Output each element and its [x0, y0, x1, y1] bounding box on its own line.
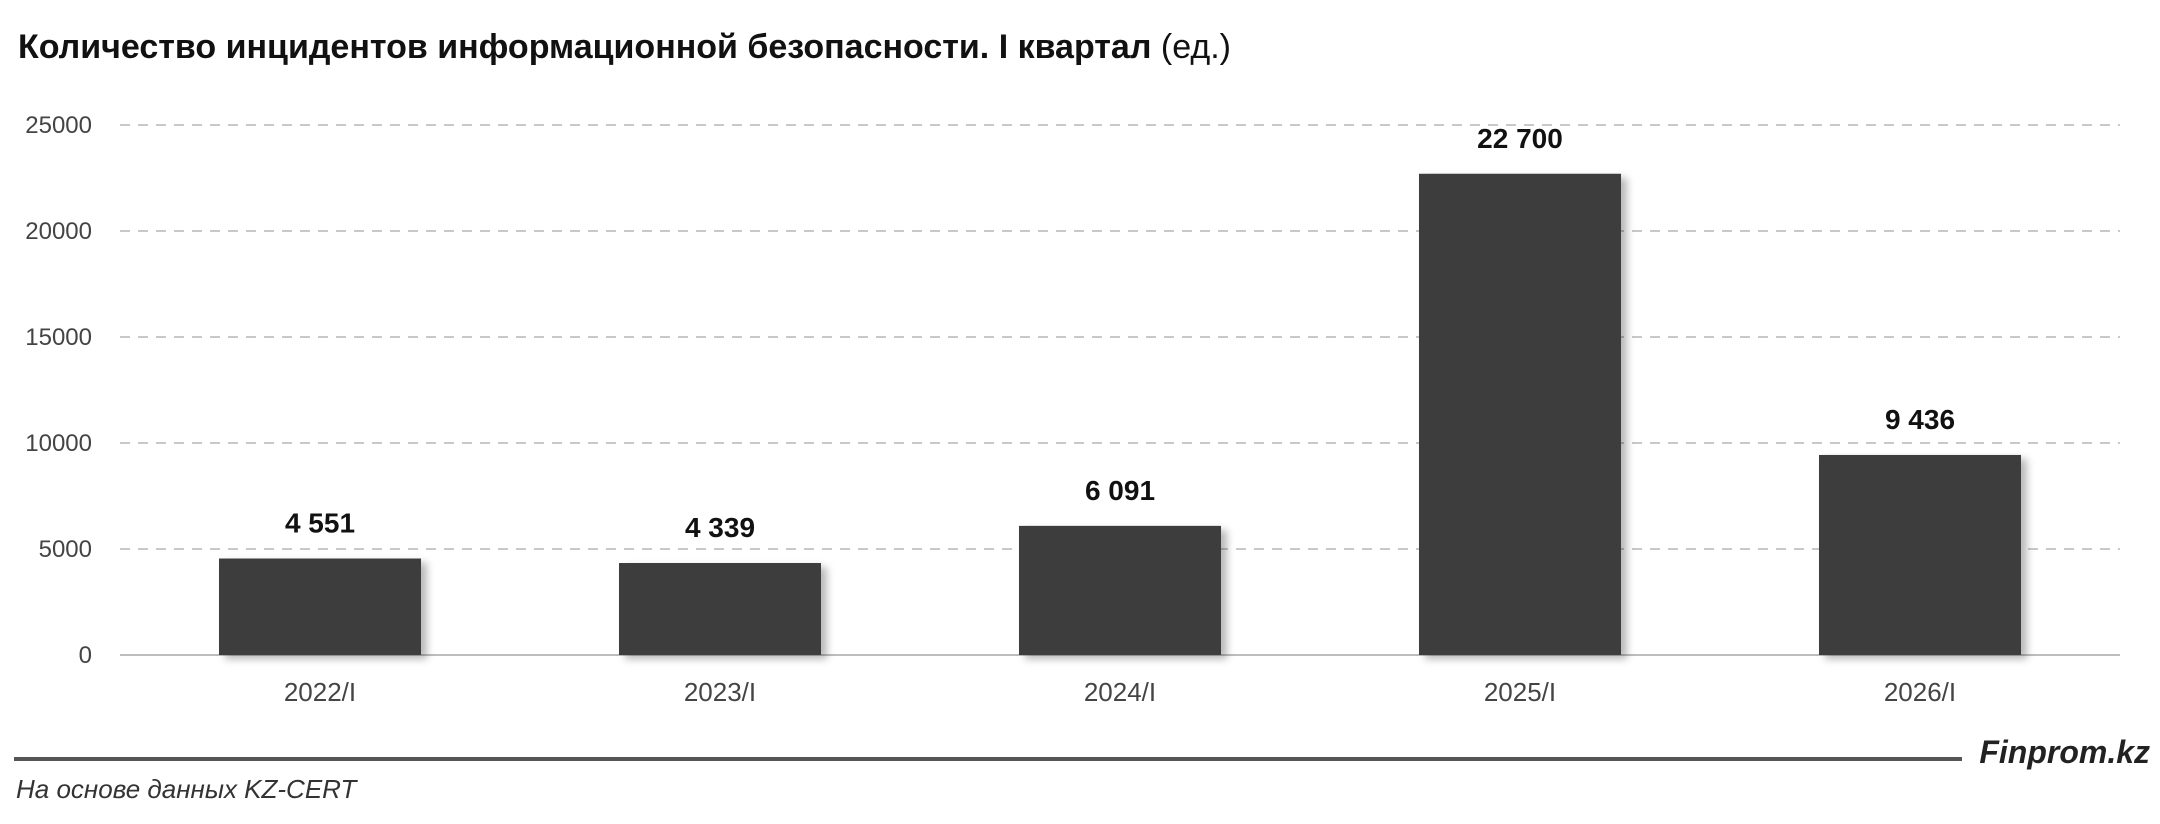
bar [219, 558, 421, 655]
x-tick-label: 2026/I [1884, 677, 1956, 707]
data-labels: 4 551 4 339 6 091 22 700 9 436 [285, 123, 1955, 543]
y-axis-ticks: 0 5000 10000 15000 20000 25000 [25, 112, 92, 669]
x-axis-categories: 2022/I 2023/I 2024/I 2025/I 2026/I [284, 677, 1956, 707]
brand-logo-text: Finprom.kz [1979, 734, 2150, 770]
x-tick-label: 2022/I [284, 677, 356, 707]
x-tick-label: 2025/I [1484, 677, 1556, 707]
data-label: 9 436 [1885, 404, 1955, 435]
bar [1419, 173, 1621, 655]
y-tick-label: 0 [79, 642, 92, 669]
source-note: На основе данных KZ-CERT [16, 774, 357, 804]
chart-title-text: Количество инцидентов информационной без… [18, 28, 1152, 66]
chart-title: Количество инцидентов информационной без… [18, 28, 1231, 67]
x-tick-label: 2024/I [1084, 677, 1156, 707]
data-label: 22 700 [1477, 123, 1563, 154]
bars [219, 173, 2021, 655]
data-label: 4 339 [685, 512, 755, 543]
y-tick-label: 10000 [25, 430, 92, 457]
bar [1019, 525, 1221, 655]
data-label: 4 551 [285, 508, 355, 539]
y-tick-label: 20000 [25, 218, 92, 245]
bar [619, 563, 821, 655]
y-tick-label: 15000 [25, 324, 92, 351]
chart-title-unit: (ед.) [1160, 28, 1231, 66]
y-tick-label: 25000 [25, 112, 92, 139]
x-tick-label: 2023/I [684, 677, 756, 707]
y-tick-label: 5000 [39, 536, 92, 563]
bar [1819, 454, 2021, 655]
data-label: 6 091 [1085, 475, 1155, 506]
bar-chart: 0 5000 10000 15000 20000 25000 4 551 4 339 6 09… [25, 112, 2120, 707]
footer-divider [14, 757, 1962, 761]
